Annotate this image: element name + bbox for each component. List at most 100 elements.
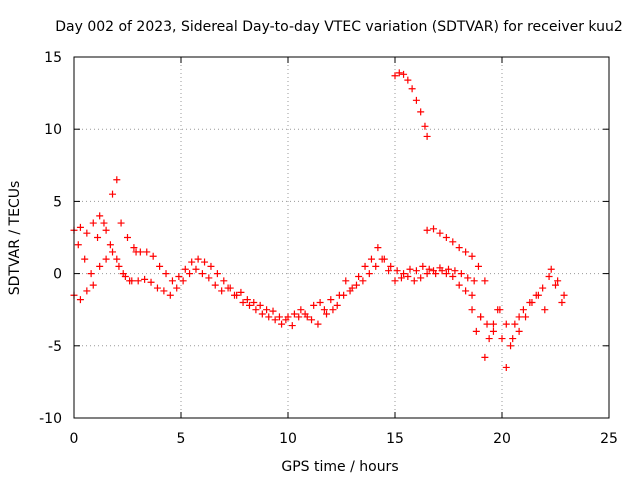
x-axis-label: GPS time / hours (281, 459, 398, 475)
y-tick-label: -10 (39, 411, 62, 427)
data-point (496, 306, 504, 314)
data-point (323, 310, 331, 318)
data-point (143, 248, 151, 256)
data-point (113, 176, 121, 184)
data-point (250, 298, 258, 306)
y-tick-label: 15 (44, 50, 62, 66)
data-point (404, 76, 412, 84)
series-arc-4 (391, 69, 431, 140)
data-point (522, 313, 530, 321)
x-tick-label: 10 (279, 431, 297, 447)
data-point (451, 267, 459, 275)
series-arc-5 (423, 225, 489, 285)
data-point (547, 265, 555, 273)
plot-frame (73, 56, 610, 419)
data-point (314, 320, 322, 328)
data-point (515, 327, 523, 335)
data-point (502, 363, 510, 371)
data-point (472, 327, 480, 335)
data-point (552, 281, 559, 289)
data-point (378, 255, 386, 263)
data-point (316, 298, 324, 306)
tick-labels: 0 5 10 15 20 25 -10 -5 0 5 10 15 (39, 50, 618, 447)
data-point (76, 223, 84, 231)
data-point (282, 316, 290, 324)
data-point (481, 277, 489, 285)
data-point (468, 306, 476, 314)
data-point (554, 277, 562, 285)
series-arc-2 (70, 248, 476, 330)
data-point (275, 313, 283, 321)
data-point (175, 272, 183, 280)
data-point (141, 275, 149, 283)
data-point (295, 313, 303, 321)
data-point (207, 262, 215, 270)
data-point (558, 298, 566, 306)
data-point (201, 258, 209, 266)
data-points (70, 69, 568, 371)
data-point (218, 287, 226, 295)
data-point (186, 270, 194, 278)
data-point (237, 288, 245, 296)
data-point (256, 301, 264, 309)
data-point (361, 262, 369, 270)
data-point (417, 108, 425, 116)
data-point (198, 270, 206, 278)
data-point (301, 310, 309, 318)
data-point (489, 327, 497, 335)
data-point (449, 238, 457, 246)
x-tick-label: 0 (70, 431, 79, 447)
data-point (355, 272, 363, 280)
data-point (374, 244, 382, 252)
data-point (126, 277, 134, 285)
data-point (408, 85, 416, 93)
data-point (179, 277, 187, 285)
data-point (442, 270, 450, 278)
data-point (252, 306, 260, 314)
data-point (113, 255, 121, 263)
data-point (545, 272, 553, 280)
x-tick-label: 25 (600, 431, 618, 447)
data-point (96, 212, 104, 220)
y-tick-label: 5 (53, 194, 62, 210)
data-point (102, 226, 110, 234)
data-point (455, 281, 463, 289)
data-point (162, 270, 170, 278)
data-point (412, 267, 420, 275)
data-point (385, 267, 393, 275)
data-point (308, 316, 316, 324)
y-tick-label: -5 (48, 339, 62, 355)
data-point (265, 313, 273, 321)
data-point (130, 244, 138, 252)
data-point (367, 255, 375, 263)
data-point (400, 70, 408, 78)
data-point (81, 255, 89, 263)
data-point (455, 244, 463, 252)
data-point (387, 262, 395, 270)
data-point (393, 267, 401, 275)
data-point (263, 306, 271, 314)
data-point (89, 281, 97, 289)
data-point (89, 219, 97, 227)
data-point (528, 298, 536, 306)
data-point (83, 229, 91, 237)
data-point (329, 306, 337, 314)
data-point (117, 219, 125, 227)
data-point (423, 270, 431, 278)
data-point (327, 296, 335, 304)
data-point (462, 287, 470, 295)
data-point (457, 270, 465, 278)
data-point (417, 274, 425, 282)
data-point (213, 270, 221, 278)
data-point (94, 234, 102, 241)
data-point (485, 335, 493, 343)
data-point (224, 284, 232, 292)
data-point (156, 262, 164, 270)
data-point (271, 316, 279, 324)
data-point (464, 274, 472, 282)
data-point (560, 291, 568, 299)
data-point (539, 284, 547, 292)
data-point (541, 306, 549, 314)
data-point (391, 72, 399, 80)
data-point (124, 234, 131, 241)
